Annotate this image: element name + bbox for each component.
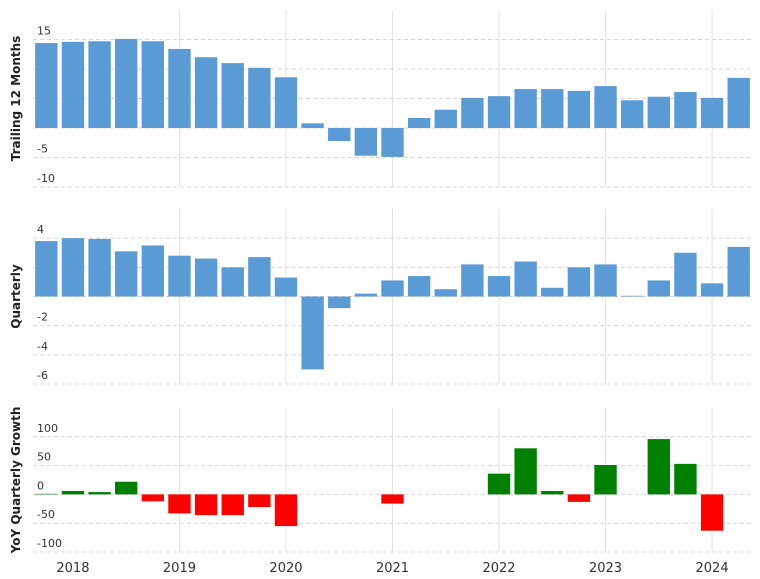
bar <box>620 295 644 297</box>
bar <box>434 289 457 297</box>
bar <box>248 257 271 297</box>
bar <box>354 128 378 156</box>
x-tick-label: 2018 <box>56 561 89 576</box>
y-tick-label: 0 <box>37 479 44 492</box>
bar <box>141 245 165 297</box>
bar <box>674 252 697 297</box>
bar <box>594 86 617 128</box>
y-tick-label: 100 <box>37 422 58 435</box>
bar <box>700 283 724 297</box>
bar <box>567 494 591 502</box>
bar <box>88 492 111 495</box>
bar <box>487 276 511 297</box>
bar <box>35 241 58 297</box>
bar <box>541 89 564 128</box>
bar <box>115 38 138 128</box>
bar <box>541 287 564 297</box>
bar <box>594 465 617 495</box>
bar <box>381 280 404 297</box>
bar <box>647 96 670 128</box>
bar <box>487 473 511 495</box>
bar <box>35 43 58 128</box>
bar <box>301 123 324 128</box>
x-tick-label: 2020 <box>269 561 302 576</box>
bar <box>700 494 724 531</box>
bar <box>381 128 404 157</box>
bar <box>141 494 165 502</box>
bar <box>221 63 244 128</box>
bar <box>727 246 750 297</box>
y-tick-label: -2 <box>37 311 48 324</box>
y-tick-label: -100 <box>37 537 62 550</box>
bar <box>487 96 511 128</box>
bar <box>434 109 457 128</box>
bar <box>194 57 218 129</box>
bar <box>461 97 484 128</box>
bar <box>168 494 191 514</box>
bar <box>514 261 537 297</box>
bar <box>567 90 591 128</box>
bar <box>88 238 111 297</box>
x-tick-label: 2024 <box>696 561 729 576</box>
bar <box>354 293 378 297</box>
bar <box>221 267 244 297</box>
bar <box>35 493 58 495</box>
bar <box>274 77 298 128</box>
y-tick-label: -5 <box>37 143 48 156</box>
y-tick-label: -10 <box>37 172 55 185</box>
bar <box>168 255 191 297</box>
y-tick-label: 4 <box>37 223 44 236</box>
bar <box>620 100 644 128</box>
bar <box>328 128 351 141</box>
y-axis-label: Quarterly <box>9 264 23 329</box>
x-tick-label: 2021 <box>376 561 409 576</box>
bar <box>115 251 138 297</box>
bar <box>194 494 218 516</box>
bar <box>541 490 564 495</box>
y-axis-label: Trailing 12 Months <box>9 36 23 162</box>
bar <box>115 481 138 495</box>
bar <box>61 238 85 297</box>
bar <box>141 41 165 128</box>
bar <box>700 97 724 128</box>
bar <box>328 296 351 309</box>
bar <box>274 277 298 297</box>
bar <box>674 463 697 495</box>
x-tick-label: 2022 <box>482 561 515 576</box>
bar <box>61 41 85 128</box>
bar <box>88 41 111 128</box>
bar <box>647 280 670 297</box>
x-tick-label: 2023 <box>589 561 622 576</box>
bar <box>407 276 431 297</box>
y-tick-label: 50 <box>37 451 51 464</box>
bar <box>461 264 484 297</box>
bar <box>674 92 697 128</box>
bar <box>727 77 750 128</box>
bar <box>407 117 431 128</box>
y-axis-label: YoY Quarterly Growth <box>9 407 23 555</box>
x-tick-label: 2019 <box>163 561 196 576</box>
bar <box>274 494 298 527</box>
bar <box>514 448 537 495</box>
y-tick-label: -50 <box>37 508 55 521</box>
bar <box>221 494 244 516</box>
bar <box>647 439 670 495</box>
y-tick-label: -4 <box>37 340 48 353</box>
bar <box>61 490 85 495</box>
bar <box>594 264 617 297</box>
bar <box>248 494 271 508</box>
bar <box>301 296 324 370</box>
bar <box>194 258 218 297</box>
bar <box>248 67 271 128</box>
bar <box>168 48 191 128</box>
y-tick-label: 15 <box>37 25 51 38</box>
bar <box>514 89 537 128</box>
y-tick-label: -6 <box>37 369 48 382</box>
bar <box>381 494 404 504</box>
bar <box>567 267 591 297</box>
